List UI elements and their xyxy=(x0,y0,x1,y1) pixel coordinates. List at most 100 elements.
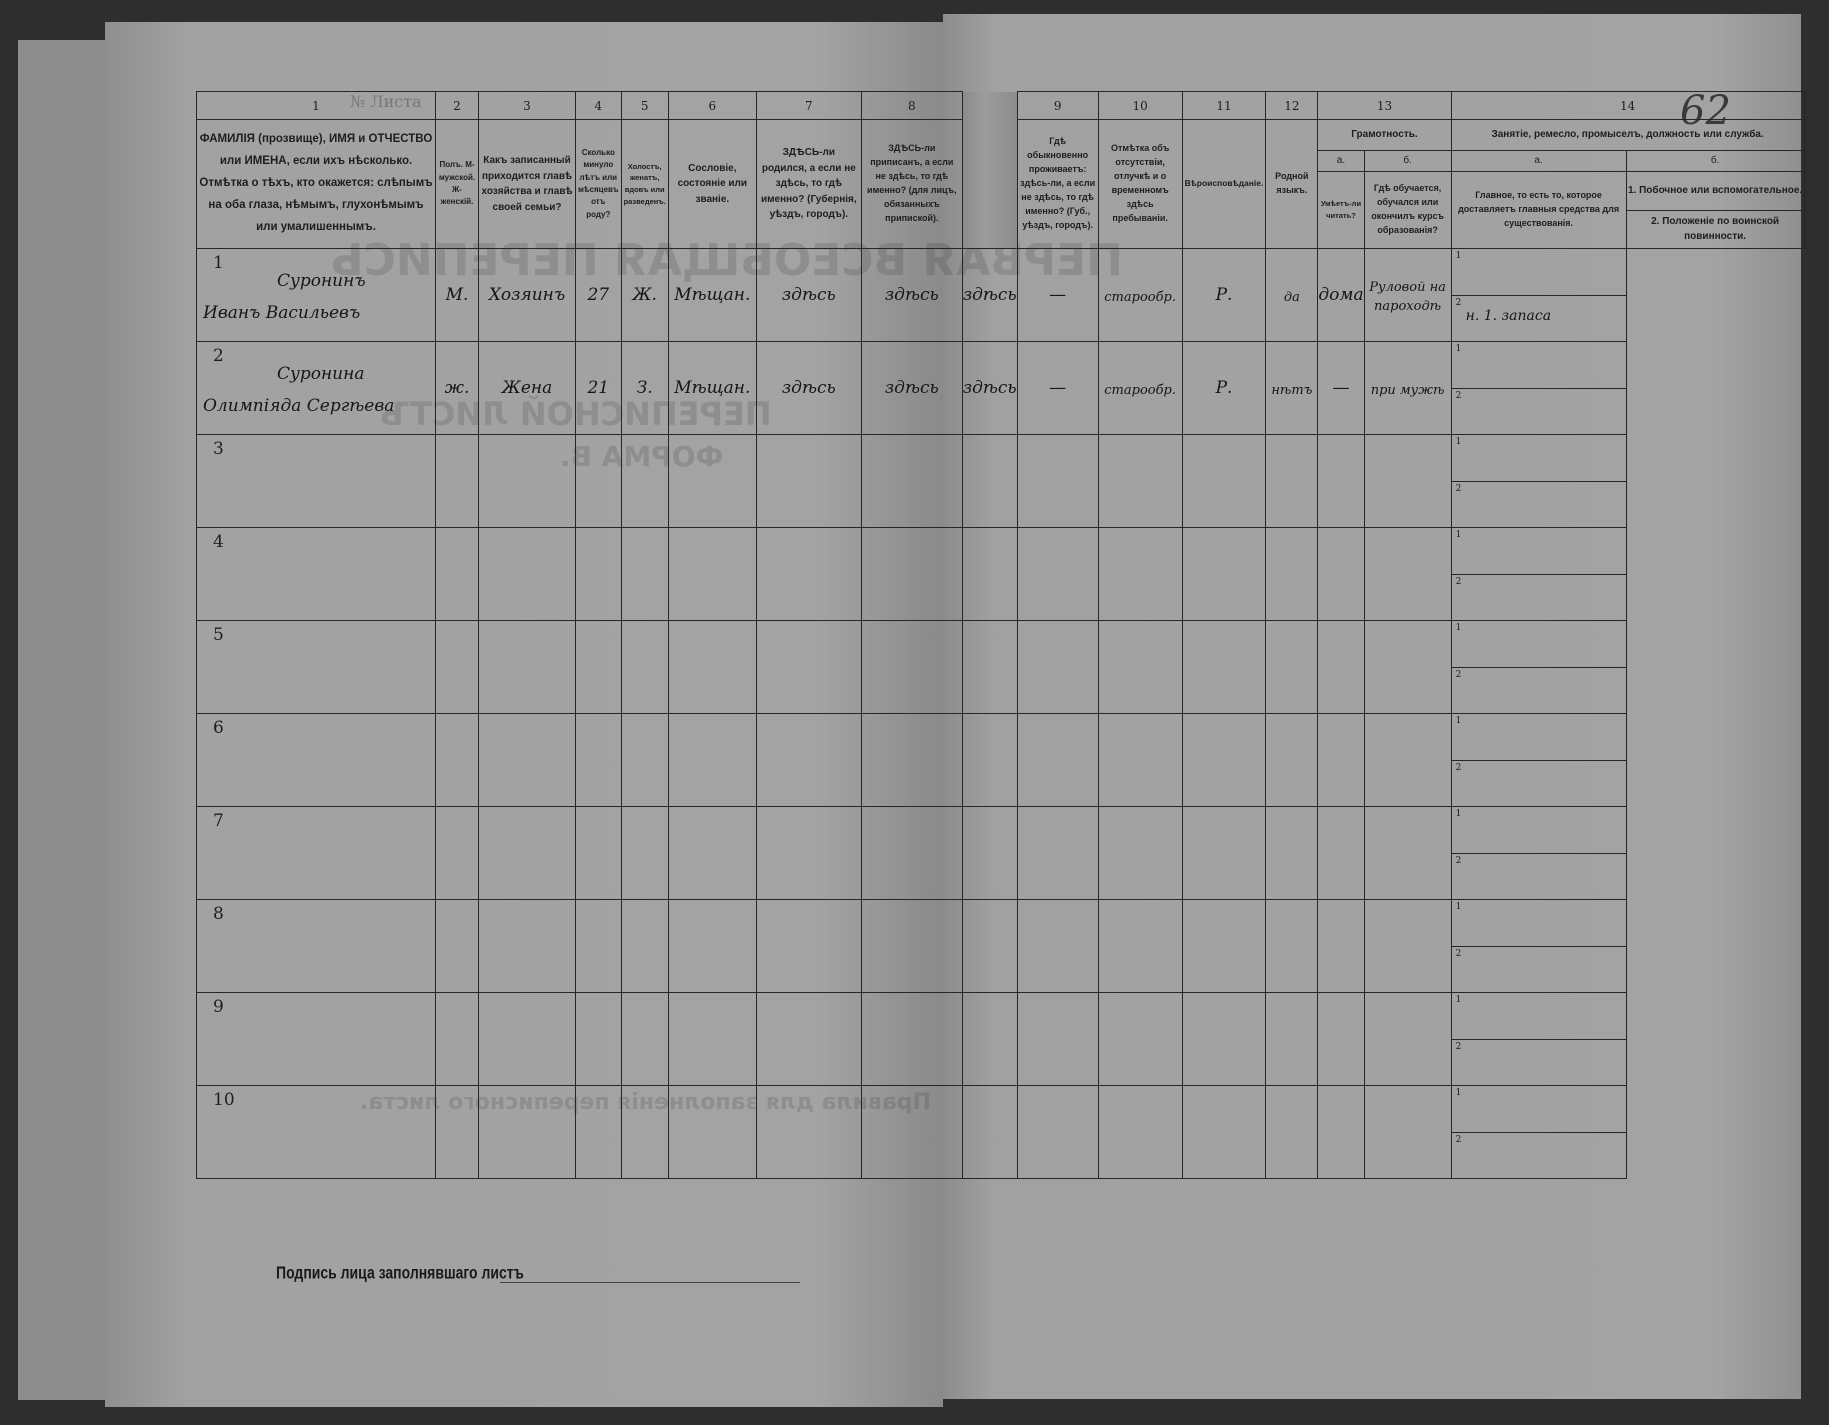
military-status-slot[interactable]: 2 xyxy=(1452,854,1625,899)
signature-line[interactable] xyxy=(500,1282,800,1283)
religion-cell[interactable] xyxy=(1097,806,1183,900)
relation-cell[interactable] xyxy=(478,713,576,807)
secondary-occupation-slot[interactable]: 1 xyxy=(1452,622,1626,668)
sex-cell[interactable] xyxy=(435,713,479,807)
estate-cell[interactable]: Мѣщан. xyxy=(667,341,757,435)
language-cell[interactable] xyxy=(1181,527,1267,621)
estate-cell[interactable] xyxy=(667,527,757,621)
language-cell[interactable] xyxy=(1181,713,1267,807)
secondary-occupation-slot[interactable]: 1 xyxy=(1452,808,1626,854)
registration-cell[interactable] xyxy=(860,713,963,807)
secondary-cell[interactable]: 1 2 н. 1. запаса xyxy=(1450,248,1627,342)
relation-cell[interactable] xyxy=(478,899,576,993)
religion-cell[interactable] xyxy=(1097,992,1183,1086)
secondary-occupation-slot[interactable]: 1 xyxy=(1452,529,1626,575)
estate-cell[interactable] xyxy=(667,992,757,1086)
name-cell[interactable]: 1 Суронинъ Иванъ Васильевъ xyxy=(196,248,436,342)
military-status-slot[interactable]: 2 xyxy=(1452,575,1625,620)
relation-cell[interactable] xyxy=(478,527,576,621)
sex-cell[interactable] xyxy=(435,1085,479,1179)
military-status-slot[interactable]: 2 xyxy=(1452,389,1625,434)
residence-cell[interactable]: здѣсь xyxy=(961,341,1018,435)
language-cell[interactable] xyxy=(1181,1085,1267,1179)
name-cell[interactable]: 4 xyxy=(196,527,436,621)
name-cell[interactable]: 5 xyxy=(196,620,436,714)
relation-cell[interactable]: Хозяинъ xyxy=(478,248,576,342)
relation-cell[interactable] xyxy=(478,806,576,900)
military-status-slot[interactable]: 2 xyxy=(1452,947,1625,992)
marital-cell[interactable]: З. xyxy=(620,341,669,435)
sex-cell[interactable] xyxy=(435,806,479,900)
name-cell[interactable]: 3 xyxy=(196,434,436,528)
residence-cell[interactable] xyxy=(961,527,1018,621)
estate-cell[interactable] xyxy=(667,1085,757,1179)
education-cell[interactable] xyxy=(1317,992,1365,1086)
registration-cell[interactable] xyxy=(860,806,963,900)
religion-cell[interactable] xyxy=(1097,1085,1183,1179)
absence-cell[interactable] xyxy=(1016,992,1099,1086)
estate-cell[interactable] xyxy=(667,620,757,714)
relation-cell[interactable] xyxy=(478,1085,576,1179)
age-cell[interactable] xyxy=(575,434,622,528)
secondary-occupation-slot[interactable]: 1 xyxy=(1452,1087,1626,1133)
residence-cell[interactable] xyxy=(961,992,1018,1086)
reads-cell[interactable] xyxy=(1265,899,1319,993)
education-cell[interactable] xyxy=(1317,527,1365,621)
relation-cell[interactable] xyxy=(478,434,576,528)
education-cell[interactable] xyxy=(1317,1085,1365,1179)
age-cell[interactable]: 21 xyxy=(575,341,622,435)
education-cell[interactable]: дома xyxy=(1317,248,1365,342)
marital-cell[interactable] xyxy=(620,434,669,528)
marital-cell[interactable]: Ж. xyxy=(620,248,669,342)
military-status-slot[interactable]: 2 xyxy=(1452,668,1625,713)
absence-cell[interactable] xyxy=(1016,1085,1099,1179)
marital-cell[interactable] xyxy=(620,527,669,621)
name-cell[interactable]: 2 Суронина Олимпіяда Сергѣева xyxy=(196,341,436,435)
reads-cell[interactable] xyxy=(1265,713,1319,807)
military-status-slot[interactable]: 2 н. 1. запаса xyxy=(1452,296,1625,341)
sex-cell[interactable] xyxy=(435,620,479,714)
language-cell[interactable] xyxy=(1181,434,1267,528)
reads-cell[interactable] xyxy=(1265,620,1319,714)
age-cell[interactable] xyxy=(575,1085,622,1179)
residence-cell[interactable] xyxy=(961,713,1018,807)
absence-cell[interactable] xyxy=(1016,899,1099,993)
birthplace-cell[interactable] xyxy=(755,527,862,621)
absence-cell[interactable] xyxy=(1016,620,1099,714)
sex-cell[interactable]: ж. xyxy=(435,341,479,435)
sex-cell[interactable]: М. xyxy=(435,248,479,342)
religion-cell[interactable] xyxy=(1097,527,1183,621)
absence-cell[interactable] xyxy=(1016,806,1099,900)
relation-cell[interactable]: Жена xyxy=(478,341,576,435)
marital-cell[interactable] xyxy=(620,620,669,714)
age-cell[interactable] xyxy=(575,620,622,714)
language-cell[interactable] xyxy=(1181,806,1267,900)
occupation-cell[interactable] xyxy=(1363,806,1452,900)
absence-cell[interactable] xyxy=(1016,434,1099,528)
marital-cell[interactable] xyxy=(620,1085,669,1179)
occupation-cell[interactable] xyxy=(1363,713,1452,807)
occupation-cell[interactable]: при мужѣ xyxy=(1363,341,1452,435)
residence-cell[interactable]: здѣсь xyxy=(961,248,1018,342)
education-cell[interactable] xyxy=(1317,899,1365,993)
age-cell[interactable] xyxy=(575,899,622,993)
education-cell[interactable] xyxy=(1317,620,1365,714)
occupation-cell[interactable] xyxy=(1363,992,1452,1086)
age-cell[interactable] xyxy=(575,992,622,1086)
residence-cell[interactable] xyxy=(961,899,1018,993)
secondary-occupation-slot[interactable]: 1 xyxy=(1452,901,1626,947)
absence-cell[interactable]: — xyxy=(1016,248,1099,342)
name-cell[interactable]: 8 xyxy=(196,899,436,993)
reads-cell[interactable] xyxy=(1265,806,1319,900)
marital-cell[interactable] xyxy=(620,992,669,1086)
relation-cell[interactable] xyxy=(478,992,576,1086)
estate-cell[interactable]: Мѣщан. xyxy=(667,248,757,342)
